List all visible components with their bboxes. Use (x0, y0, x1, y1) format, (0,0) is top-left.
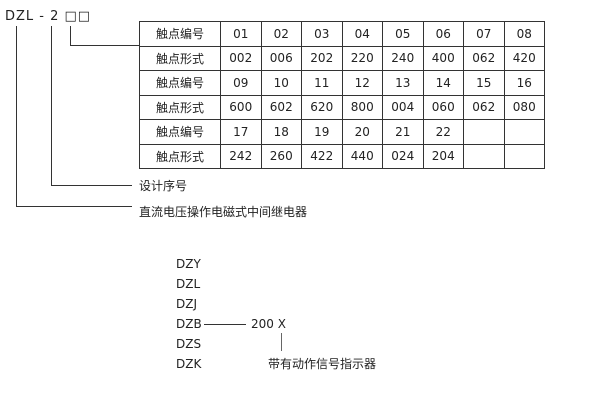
table-cell: 03 (301, 21, 343, 47)
table-cell: 440 (341, 143, 383, 169)
table-row: 触点形式 242 260 422 440 024 204 (139, 143, 545, 169)
table-cell: 080 (503, 94, 545, 120)
table-cell: 04 (341, 21, 383, 47)
connector-line (51, 26, 52, 186)
table-cell: 12 (341, 70, 383, 96)
table-cell: 06 (422, 21, 464, 47)
connector-line (51, 185, 132, 186)
series-code: DZL (176, 277, 201, 291)
table-cell: 202 (301, 45, 343, 71)
table-cell: 13 (382, 70, 424, 96)
table-row: 触点编号 09 10 11 12 13 14 15 16 (139, 70, 545, 96)
table-cell: 800 (341, 94, 383, 120)
table-cell: 05 (382, 21, 424, 47)
table-cell: 204 (422, 143, 464, 169)
table-cell: 18 (260, 119, 302, 145)
table-row: 触点形式 600 602 620 800 004 060 062 080 (139, 94, 545, 120)
connector-line (70, 26, 71, 45)
connector-line (16, 26, 17, 207)
relay-type-label: 直流电压操作电磁式中间继电器 (139, 205, 308, 219)
table-cell: 11 (301, 70, 343, 96)
table-row: 触点形式 002 006 202 220 240 400 062 420 (139, 45, 545, 71)
series-code: DZJ (176, 297, 197, 311)
table-cell: 620 (301, 94, 343, 120)
contact-table: 触点编号 01 02 03 04 05 06 07 08 触点形式 002 006 202 220 240 4… (139, 21, 545, 169)
design-no-label: 设计序号 (139, 179, 188, 193)
row-header: 触点编号 (139, 70, 221, 96)
series-code: DZB (176, 317, 202, 331)
series-code: DZY (176, 257, 201, 271)
connector-line (281, 333, 282, 351)
series-code: DZS (176, 337, 202, 351)
table-cell: 004 (382, 94, 424, 120)
indicator-label: 带有动作信号指示器 (268, 357, 377, 371)
model-code: DZL - 2 □□ (5, 9, 92, 24)
table-cell (463, 143, 505, 169)
table-cell: 602 (260, 94, 302, 120)
table-cell: 062 (463, 94, 505, 120)
connector-line (204, 324, 246, 325)
table-cell: 420 (503, 45, 545, 71)
table-cell: 16 (503, 70, 545, 96)
connector-line (70, 45, 139, 46)
table-cell: 17 (220, 119, 262, 145)
row-header: 触点形式 (139, 143, 221, 169)
table-cell: 062 (463, 45, 505, 71)
row-header: 触点编号 (139, 21, 221, 47)
table-cell: 20 (341, 119, 383, 145)
series-code: DZK (176, 357, 202, 371)
table-cell: 600 (220, 94, 262, 120)
table-cell: 01 (220, 21, 262, 47)
table-cell: 07 (463, 21, 505, 47)
table-row: 触点编号 01 02 03 04 05 06 07 08 (139, 21, 545, 47)
suffix-code: 200 X (251, 317, 286, 331)
row-header: 触点编号 (139, 119, 221, 145)
table-cell: 21 (382, 119, 424, 145)
table-cell: 08 (503, 21, 545, 47)
table-cell: 19 (301, 119, 343, 145)
table-cell: 220 (341, 45, 383, 71)
table-cell (503, 119, 545, 145)
table-cell: 422 (301, 143, 343, 169)
table-row: 触点编号 17 18 19 20 21 22 (139, 119, 545, 145)
table-cell: 14 (422, 70, 464, 96)
table-cell: 240 (382, 45, 424, 71)
row-header: 触点形式 (139, 45, 221, 71)
table-cell: 02 (260, 21, 302, 47)
connector-line (16, 206, 132, 207)
table-cell: 22 (422, 119, 464, 145)
row-header: 触点形式 (139, 94, 221, 120)
table-cell: 242 (220, 143, 262, 169)
table-cell: 060 (422, 94, 464, 120)
table-cell: 09 (220, 70, 262, 96)
table-cell: 260 (260, 143, 302, 169)
table-cell: 006 (260, 45, 302, 71)
table-cell: 15 (463, 70, 505, 96)
table-cell (503, 143, 545, 169)
table-cell: 10 (260, 70, 302, 96)
table-cell (463, 119, 505, 145)
table-cell: 400 (422, 45, 464, 71)
table-cell: 002 (220, 45, 262, 71)
table-cell: 024 (382, 143, 424, 169)
